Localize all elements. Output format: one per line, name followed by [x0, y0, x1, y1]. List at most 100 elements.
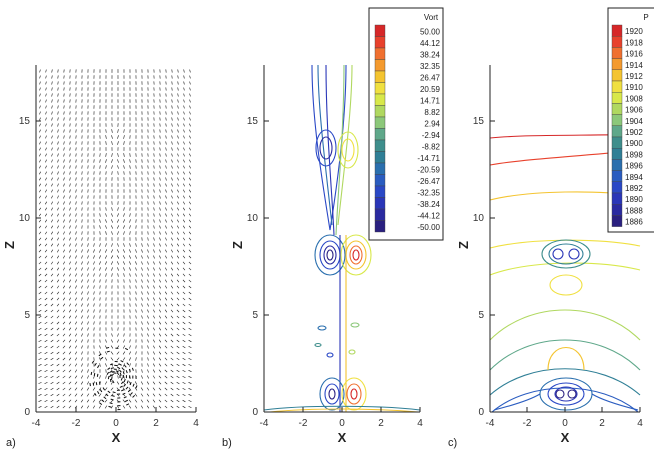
velocity-vector	[44, 261, 48, 265]
panel-a-vector-field	[38, 69, 192, 411]
legend-swatch	[374, 128, 386, 141]
velocity-vector	[103, 396, 107, 400]
velocity-vector	[106, 346, 110, 349]
velocity-vector	[99, 255, 101, 259]
velocity-vector	[69, 267, 71, 271]
velocity-vector	[81, 207, 83, 211]
velocity-vector	[158, 375, 162, 379]
velocity-vector	[105, 363, 107, 367]
velocity-vector	[188, 388, 192, 390]
velocity-vector	[56, 405, 60, 409]
legend-label: 1894	[625, 173, 643, 182]
velocity-vector	[44, 381, 48, 385]
velocity-vector	[44, 237, 48, 241]
panel-b-z-tick: 0	[252, 407, 258, 418]
velocity-vector	[188, 237, 192, 241]
velocity-vector	[38, 189, 42, 193]
velocity-vector	[69, 189, 71, 193]
velocity-vector	[123, 213, 125, 217]
velocity-vector	[101, 399, 105, 403]
velocity-vector	[141, 369, 143, 373]
velocity-vector	[56, 381, 60, 385]
velocity-vector	[50, 315, 54, 319]
velocity-vector	[176, 261, 180, 265]
velocity-vector	[107, 367, 111, 370]
velocity-vector	[183, 171, 185, 175]
velocity-vector	[123, 396, 127, 399]
velocity-vector	[159, 159, 161, 163]
velocity-vector	[176, 315, 180, 319]
velocity-vector	[135, 243, 137, 247]
velocity-vector	[189, 147, 191, 151]
velocity-vector	[141, 255, 143, 259]
velocity-vector	[81, 369, 83, 373]
velocity-vector	[110, 255, 114, 259]
velocity-vector	[164, 387, 168, 391]
velocity-vector	[117, 129, 119, 133]
velocity-vector	[164, 393, 168, 397]
velocity-vector	[115, 370, 119, 373]
velocity-vector	[123, 135, 125, 139]
velocity-vector	[129, 357, 131, 361]
velocity-vector	[56, 333, 60, 337]
velocity-vector	[99, 375, 101, 379]
velocity-vector	[98, 353, 102, 357]
velocity-vector	[111, 339, 113, 343]
velocity-vector	[56, 315, 60, 319]
velocity-vector	[45, 69, 47, 73]
velocity-vector	[140, 399, 144, 403]
velocity-vector	[39, 153, 41, 157]
velocity-vector	[107, 376, 110, 380]
panel-a-x-tick-labels: -4 -2 0 2 4	[32, 418, 200, 429]
velocity-vector	[50, 327, 54, 331]
velocity-vector	[104, 399, 108, 403]
velocity-vector	[50, 363, 54, 367]
velocity-vector	[38, 382, 42, 384]
velocity-vector	[110, 345, 114, 349]
velocity-vector	[129, 231, 131, 235]
velocity-vector	[75, 261, 77, 265]
velocity-vector	[38, 406, 42, 408]
velocity-vector	[141, 243, 143, 247]
velocity-vector	[38, 345, 42, 349]
velocity-vector	[129, 381, 132, 386]
velocity-vector	[176, 231, 180, 235]
panel-a-z-tick-labels: 0 5 10 15	[19, 116, 31, 418]
velocity-vector	[188, 213, 192, 217]
velocity-vector	[102, 387, 106, 391]
velocity-vector	[68, 381, 72, 385]
velocity-vector	[111, 213, 113, 217]
velocity-vector	[159, 279, 161, 283]
velocity-vector	[116, 255, 120, 259]
velocity-vector	[147, 333, 149, 337]
velocity-vector	[170, 315, 174, 319]
velocity-vector	[171, 189, 173, 193]
velocity-vector	[183, 69, 185, 73]
panel-a-z-tick: 15	[19, 116, 31, 127]
panel-b-z-tick: 10	[247, 213, 259, 224]
velocity-vector	[117, 243, 119, 247]
legend-label: -8.82	[422, 143, 441, 152]
velocity-vector	[44, 327, 48, 331]
velocity-vector	[153, 267, 155, 271]
velocity-vector	[44, 303, 48, 307]
velocity-vector	[39, 165, 41, 169]
velocity-vector	[44, 279, 48, 283]
velocity-vector	[159, 237, 161, 241]
velocity-vector	[153, 297, 155, 301]
panel-a-x-tick: 4	[193, 418, 199, 429]
velocity-vector	[87, 297, 89, 301]
velocity-vector	[177, 165, 179, 169]
velocity-vector	[39, 75, 41, 79]
velocity-vector	[124, 347, 129, 351]
panel-a-label: a)	[6, 437, 16, 449]
velocity-vector	[50, 255, 54, 259]
velocity-vector	[176, 333, 180, 337]
velocity-vector	[159, 231, 161, 235]
velocity-vector	[99, 285, 101, 289]
velocity-vector	[63, 165, 65, 169]
velocity-vector	[128, 393, 132, 397]
velocity-vector	[183, 153, 185, 157]
velocity-vector	[129, 249, 131, 253]
velocity-vector	[86, 387, 90, 391]
